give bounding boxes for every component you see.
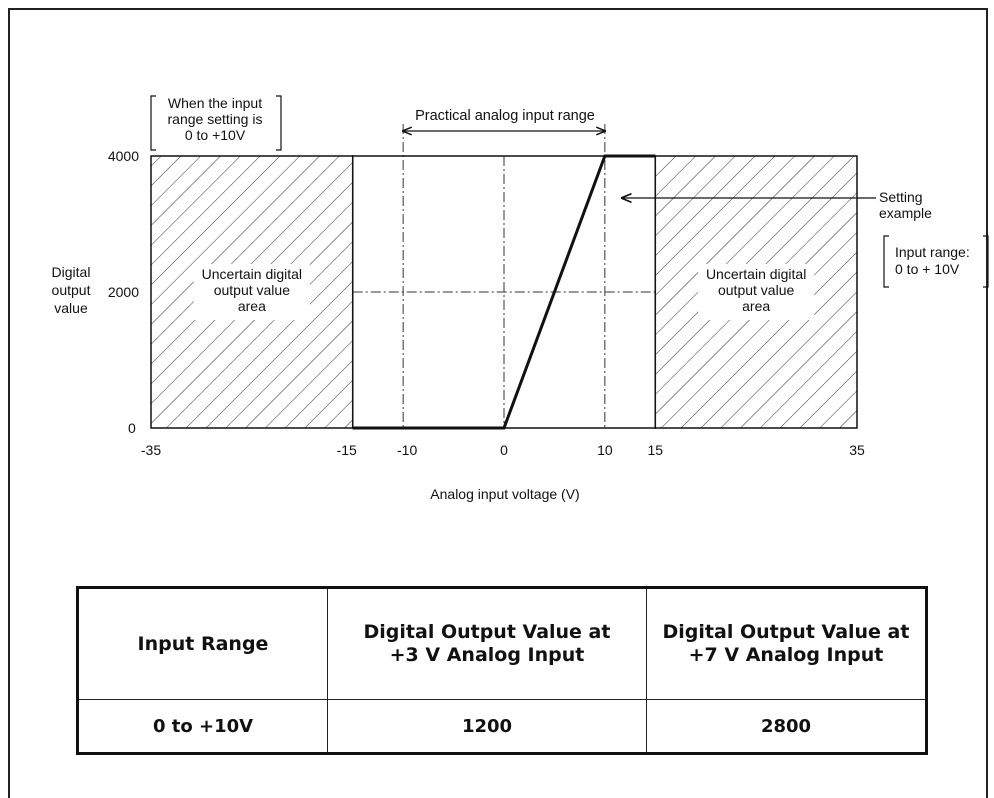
range-note-line-1: When the input [168,95,262,111]
x-tick-label-2: -15 [337,442,357,458]
table-row: 0 to +10V 1200 2800 [78,700,927,754]
x-tick-label-7: 35 [849,442,865,458]
x-tick-label-1: -35 [141,442,161,458]
range-note-left-bracket [151,96,156,150]
uncertain-label-right-line-1: Uncertain digital [706,266,806,282]
y-axis-label-line-3: value [54,300,88,316]
header-input-range: Input Range [78,588,328,700]
input-range-note-line-1: Input range: [895,244,970,260]
range-note-right-bracket [276,96,281,150]
uncertain-label-right-line-3: area [742,298,770,314]
x-tick-label-6: 15 [647,442,663,458]
x-tick-label-3: -10 [397,442,417,458]
y-tick-label-2: 2000 [108,284,139,300]
header-output-3v-line2: +3 V Analog Input [390,644,585,666]
x-tick-label-4: 0 [500,442,508,458]
setting-example-line-2: example [879,205,932,221]
y-tick-label-1: 4000 [108,148,139,164]
header-output-7v: Digital Output Value at +7 V Analog Inpu… [647,588,927,700]
cell-output-7v: 2800 [647,700,927,754]
range-note-line-3: 0 to +10V [185,127,246,143]
setting-example-line-1: Setting [879,189,923,205]
range-note-line-2: range setting is [168,111,263,127]
y-axis-label-line-1: Digital [52,264,91,280]
y-tick-label-3: 0 [128,420,136,436]
header-output-7v-line1: Digital Output Value at [663,621,910,643]
output-value-table: Input Range Digital Output Value at +3 V… [76,586,928,755]
header-output-3v-line1: Digital Output Value at [364,621,611,643]
input-range-right-bracket [983,236,988,287]
voltage-output-chart: Practical analog input range -35 -15 -10 0 10… [0,0,994,560]
cell-output-3v: 1200 [328,700,647,754]
uncertain-label-left-line-1: Uncertain digital [202,266,302,282]
input-range-left-bracket [884,236,889,287]
uncertain-label-left-line-3: area [238,298,266,314]
practical-range-label: Practical analog input range [415,108,595,124]
header-input-range-text: Input Range [138,633,269,655]
x-tick-label-5: 10 [597,442,613,458]
y-axis-label-line-2: output [52,282,91,298]
header-output-7v-line2: +7 V Analog Input [689,644,884,666]
uncertain-label-left-line-2: output value [214,282,290,298]
cell-input-range: 0 to +10V [78,700,328,754]
x-axis-label: Analog input voltage (V) [430,486,579,502]
header-output-3v: Digital Output Value at +3 V Analog Inpu… [328,588,647,700]
uncertain-label-right-line-2: output value [718,282,794,298]
input-range-note-line-2: 0 to + 10V [895,261,960,277]
table-header-row: Input Range Digital Output Value at +3 V… [78,588,927,700]
